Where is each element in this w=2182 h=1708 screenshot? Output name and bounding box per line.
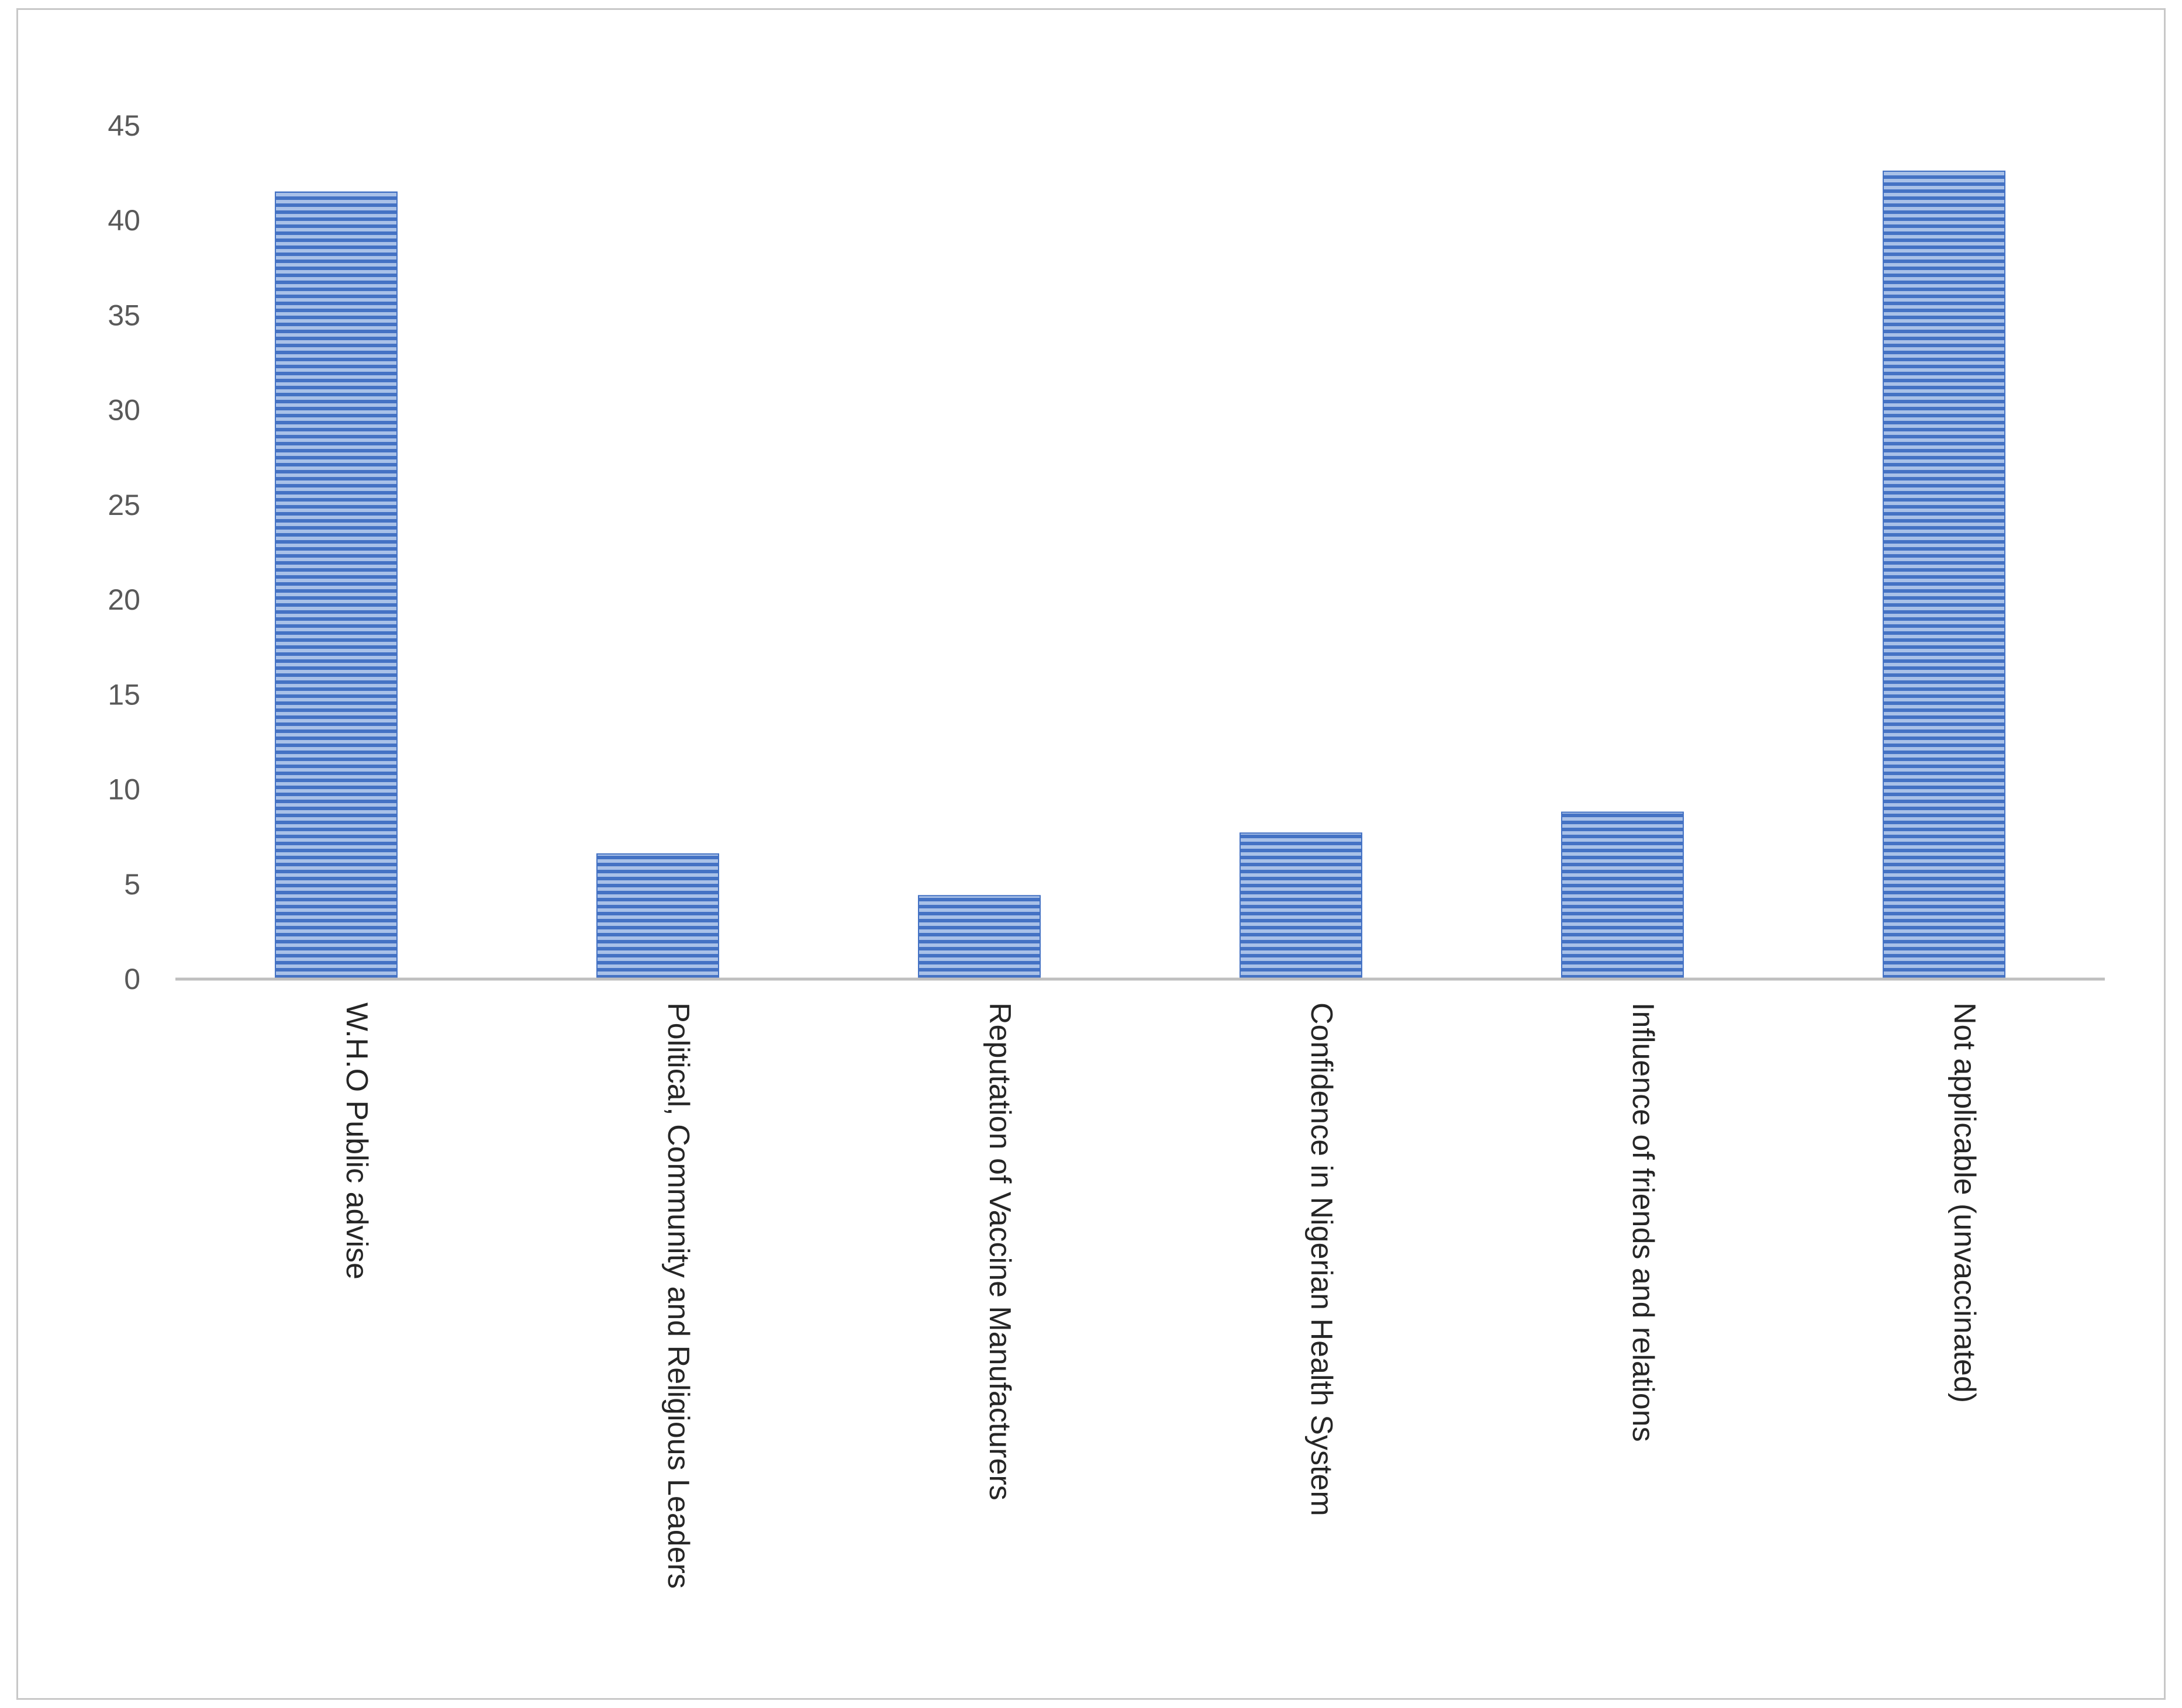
bar bbox=[1240, 832, 1362, 980]
x-category-label: Not applicable (unvaccinated) bbox=[1948, 1002, 1981, 1403]
y-tick-label: 35 bbox=[108, 299, 140, 331]
y-tick-label: 5 bbox=[124, 868, 140, 901]
y-tick-label: 20 bbox=[108, 583, 140, 616]
x-axis-labels: W.H.O Public advise Political, Community … bbox=[340, 1002, 1981, 1589]
y-tick-label: 25 bbox=[108, 489, 140, 521]
bar bbox=[918, 895, 1041, 980]
y-tick-label: 0 bbox=[124, 963, 140, 995]
bars bbox=[275, 170, 2005, 980]
bar bbox=[596, 853, 719, 980]
bar bbox=[275, 191, 398, 980]
bar bbox=[1561, 811, 1684, 980]
bar bbox=[1883, 170, 2005, 980]
y-tick-label: 10 bbox=[108, 773, 140, 806]
y-axis-ticks: 0 5 10 15 20 25 30 35 40 45 bbox=[108, 109, 140, 995]
x-category-label: W.H.O Public advise bbox=[340, 1002, 374, 1280]
x-category-label: Confidence in Nigerian Health System bbox=[1304, 1002, 1338, 1516]
y-tick-label: 45 bbox=[108, 109, 140, 142]
y-tick-label: 15 bbox=[108, 678, 140, 711]
y-tick-label: 30 bbox=[108, 394, 140, 427]
x-category-label: Political, Community and Religious Leade… bbox=[661, 1002, 695, 1589]
x-category-label: Reputation of Vaccine Manufacturers bbox=[983, 1002, 1017, 1500]
x-category-label: Influence of friends and relations bbox=[1626, 1002, 1660, 1442]
y-tick-label: 40 bbox=[108, 204, 140, 237]
